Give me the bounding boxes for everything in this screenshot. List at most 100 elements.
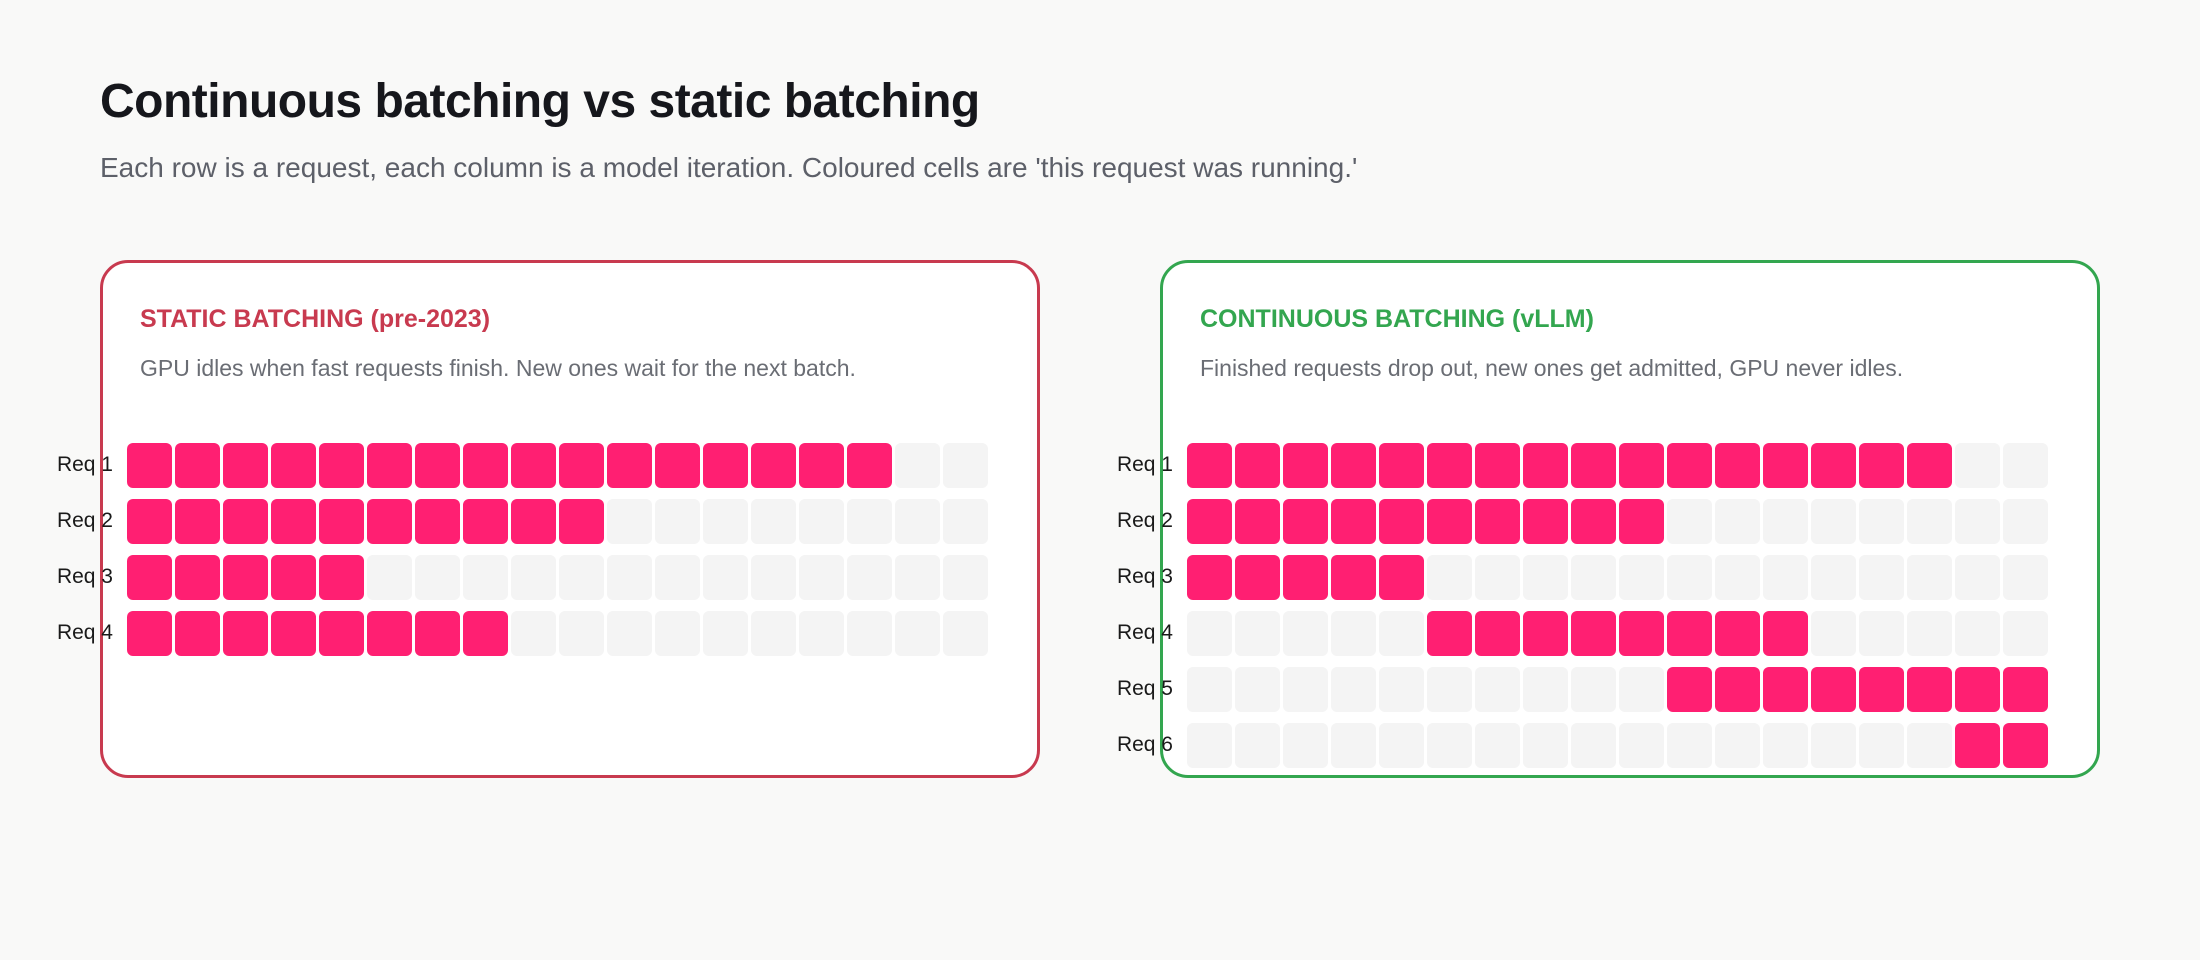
running-cell (1571, 442, 1616, 488)
idle-cell (655, 610, 700, 656)
idle-cell (895, 442, 940, 488)
idle-cell (1187, 722, 1232, 768)
idle-cell (1859, 610, 1904, 656)
running-cell (1763, 442, 1808, 488)
idle-cell (943, 554, 988, 600)
idle-cell (1667, 722, 1712, 768)
idle-cell (655, 498, 700, 544)
request-label: Req 6 (1116, 733, 1173, 756)
idle-cell (1907, 722, 1952, 768)
running-cell (175, 498, 220, 544)
idle-cell (1283, 722, 1328, 768)
idle-cell (607, 554, 652, 600)
running-cell (1475, 442, 1520, 488)
running-cell (319, 610, 364, 656)
idle-cell (1619, 666, 1664, 712)
running-cell (1523, 442, 1568, 488)
idle-cell (1379, 666, 1424, 712)
running-cell (1235, 498, 1280, 544)
idle-cell (2003, 610, 2048, 656)
running-cell (1283, 442, 1328, 488)
running-cell (1763, 610, 1808, 656)
idle-cell (1955, 442, 2000, 488)
idle-cell (511, 554, 556, 600)
idle-cell (1523, 666, 1568, 712)
idle-cell (1811, 722, 1856, 768)
running-cell (271, 610, 316, 656)
running-cell (655, 442, 700, 488)
running-cell (1619, 610, 1664, 656)
running-cell (1331, 442, 1376, 488)
static-panel-description: GPU idles when fast requests finish. New… (140, 355, 856, 381)
idle-cell (895, 610, 940, 656)
running-cell (1475, 498, 1520, 544)
running-cell (799, 442, 844, 488)
running-cell (1715, 442, 1760, 488)
idle-cell (847, 498, 892, 544)
running-cell (1379, 554, 1424, 600)
running-cell (271, 442, 316, 488)
running-cell (1187, 554, 1232, 600)
page-subtitle: Each row is a request, each column is a … (100, 152, 1358, 183)
idle-cell (895, 554, 940, 600)
running-cell (1859, 442, 1904, 488)
running-cell (1379, 498, 1424, 544)
idle-cell (751, 498, 796, 544)
continuous-batching-grid: Req 1 Req 2 Req 3 Req 4 Req 5 Req 6 (1063, 442, 2048, 778)
idle-cell (463, 554, 508, 600)
running-cell (271, 498, 316, 544)
request-label: Req 1 (56, 453, 113, 476)
continuous-batching-panel: CONTINUOUS BATCHING (vLLM) Finished requ… (1117, 260, 2100, 778)
running-cell (1667, 610, 1712, 656)
idle-cell (1859, 554, 1904, 600)
idle-cell (1955, 554, 2000, 600)
idle-cell (655, 554, 700, 600)
running-cell (127, 498, 172, 544)
running-cell (1955, 666, 2000, 712)
idle-cell (1955, 498, 2000, 544)
request-label: Req 1 (1116, 453, 1173, 476)
running-cell (1523, 610, 1568, 656)
request-label: Req 5 (1116, 677, 1173, 700)
idle-cell (1619, 554, 1664, 600)
idle-cell (1235, 610, 1280, 656)
running-cell (511, 442, 556, 488)
running-cell (223, 554, 268, 600)
running-cell (463, 498, 508, 544)
running-cell (367, 442, 412, 488)
static-panel-title: STATIC BATCHING (pre-2023) (140, 305, 491, 333)
idle-cell (1523, 722, 1568, 768)
idle-cell (1235, 722, 1280, 768)
idle-cell (895, 498, 940, 544)
running-cell (607, 442, 652, 488)
idle-cell (1523, 554, 1568, 600)
idle-cell (847, 610, 892, 656)
idle-cell (1859, 722, 1904, 768)
idle-cell (1571, 722, 1616, 768)
idle-cell (1331, 610, 1376, 656)
request-label: Req 4 (1116, 621, 1173, 644)
idle-cell (367, 554, 412, 600)
running-cell (1379, 442, 1424, 488)
idle-cell (1715, 498, 1760, 544)
running-cell (1235, 554, 1280, 600)
idle-cell (1715, 722, 1760, 768)
idle-cell (607, 610, 652, 656)
running-cell (271, 554, 316, 600)
running-cell (175, 554, 220, 600)
idle-cell (703, 610, 748, 656)
continuous-panel-description: Finished requests drop out, new ones get… (1200, 355, 1904, 381)
running-cell (127, 610, 172, 656)
idle-cell (943, 610, 988, 656)
running-cell (127, 554, 172, 600)
running-cell (223, 442, 268, 488)
running-cell (1955, 722, 2000, 768)
idle-cell (559, 610, 604, 656)
idle-cell (1475, 666, 1520, 712)
idle-cell (607, 498, 652, 544)
idle-cell (2003, 554, 2048, 600)
running-cell (175, 442, 220, 488)
running-cell (559, 442, 604, 488)
idle-cell (1187, 610, 1232, 656)
running-cell (1523, 498, 1568, 544)
